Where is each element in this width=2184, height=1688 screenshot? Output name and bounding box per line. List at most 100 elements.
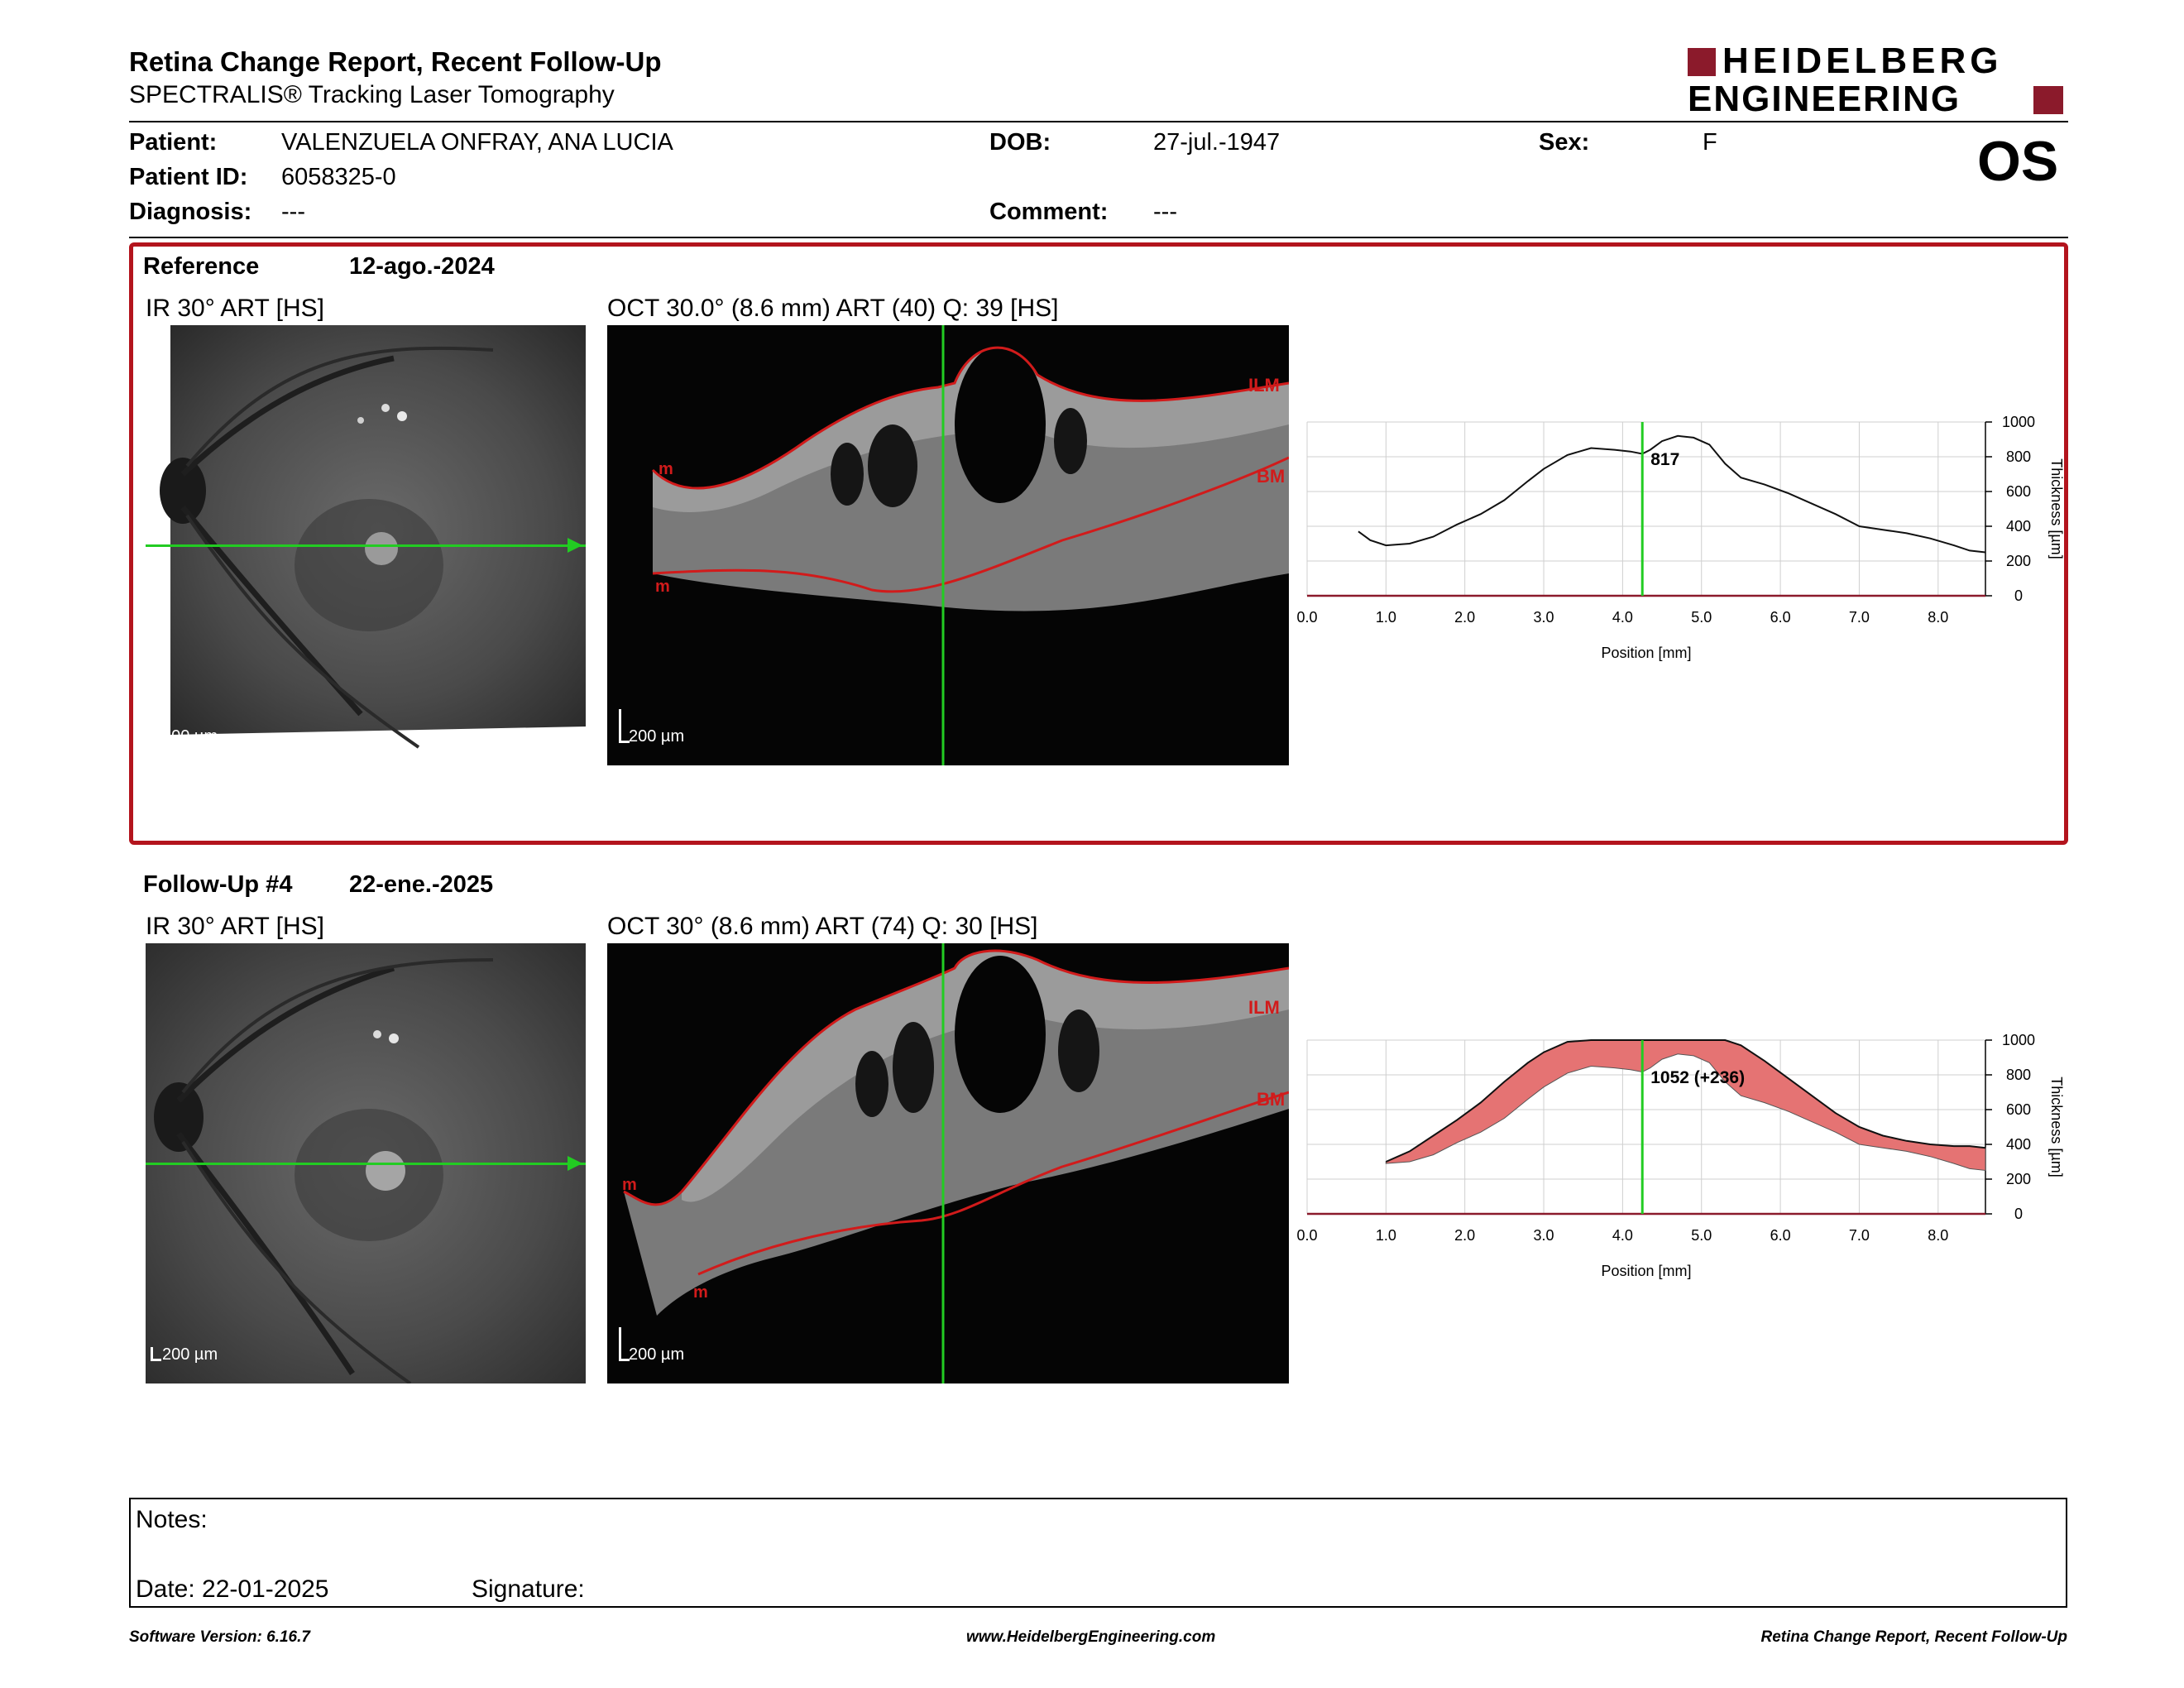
scale-bar-icon	[151, 729, 161, 743]
x-tick-label: 7.0	[1849, 1227, 1870, 1244]
followup-oct-label: OCT 30° (8.6 mm) ART (74) Q: 30 [HS]	[607, 913, 1038, 940]
followup-ir-scan-line	[146, 1163, 586, 1165]
scale-bar-icon	[619, 1327, 630, 1361]
x-tick-label: 8.0	[1928, 1227, 1948, 1244]
reference-ir-scan-line	[146, 544, 586, 547]
comment-value: ---	[1153, 199, 1177, 225]
info-divider	[129, 237, 2068, 238]
thickness-line	[1358, 434, 1986, 554]
reference-label: Reference	[143, 253, 260, 280]
y-tick-label: 800	[2006, 448, 2031, 465]
followup-thickness-chart: 0.0 1.0 2.0 3.0 4.0 5.0 6.0 7.0 8.0 0 200 400 600 800…	[1296, 1032, 2065, 1279]
followup-oct-scale: 200 µm	[629, 1345, 685, 1364]
y-tick-label: 600	[2006, 1101, 2031, 1118]
report-title: Retina Change Report, Recent Follow-Up	[129, 46, 662, 77]
notes-box[interactable]	[129, 1498, 2067, 1608]
reference-oct-image: ILM BM m m 200 µm	[607, 325, 1289, 765]
x-tick-label: 4.0	[1612, 1227, 1633, 1244]
signature-label: Signature:	[472, 1575, 585, 1603]
patient-label: Patient:	[129, 129, 218, 156]
scan-direction-arrow-icon	[568, 1156, 582, 1171]
sex-value: F	[1703, 129, 1717, 156]
logo-line1: HEIDELBERG	[1722, 41, 2003, 81]
scan-direction-arrow-icon	[568, 538, 582, 553]
dob-value: 27-jul.-1947	[1153, 129, 1281, 156]
software-version: Software Version: 6.16.7	[129, 1628, 310, 1646]
reference-date: 12-ago.-2024	[349, 253, 495, 280]
reference-oct-scale: 200 µm	[629, 727, 685, 746]
x-tick-label: 8.0	[1928, 609, 1948, 626]
reference-ir-scale: 200 µm	[162, 727, 218, 746]
report-subtitle: SPECTRALIS® Tracking Laser Tomography	[129, 81, 615, 108]
reference-ir-label: IR 30° ART [HS]	[146, 295, 324, 322]
diagnosis-value: ---	[281, 199, 305, 225]
y-tick-label: 1000	[2002, 1032, 2035, 1048]
x-tick-label: 4.0	[1612, 609, 1633, 626]
x-tick-label: 3.0	[1534, 609, 1554, 626]
followup-ir-scale: 200 µm	[162, 1345, 218, 1364]
x-axis-label: Position [mm]	[1601, 1263, 1691, 1279]
thickness-line	[1385, 1039, 1986, 1163]
patient-name: VALENZUELA ONFRAY, ANA LUCIA	[281, 129, 673, 156]
x-tick-label: 1.0	[1376, 1227, 1396, 1244]
y-tick-label: 800	[2006, 1067, 2031, 1083]
followup-ir-image: 200 µm	[146, 943, 586, 1383]
notes-label: Notes:	[136, 1506, 208, 1533]
followup-oct-image: ILM BM m m 200 µm	[607, 943, 1289, 1383]
y-tick-label: 1000	[2002, 414, 2035, 430]
y-tick-label: 400	[2006, 1136, 2031, 1153]
x-tick-label: 0.0	[1296, 609, 1317, 626]
reference-marker-bottom: m	[655, 578, 670, 596]
y-tick-label: 0	[2014, 587, 2023, 604]
x-tick-label: 1.0	[1376, 609, 1396, 626]
followup-bm-label: BM	[1257, 1089, 1285, 1110]
x-tick-label: 2.0	[1454, 1227, 1475, 1244]
footer-report-name: Retina Change Report, Recent Follow-Up	[1760, 1628, 2067, 1646]
y-tick-label: 0	[2014, 1206, 2023, 1222]
y-axis-label: Thickness [µm]	[2048, 1077, 2065, 1177]
scale-bar-icon	[619, 709, 630, 743]
reference-oct-svg: ILM BM m m	[651, 325, 1289, 765]
reference-bm-label: BM	[1257, 466, 1285, 487]
cursor-value-label: 1052 (+236)	[1650, 1068, 1745, 1087]
eye-laterality: OS	[1977, 130, 2059, 193]
x-tick-label: 6.0	[1770, 609, 1791, 626]
x-tick-label: 2.0	[1454, 609, 1475, 626]
reference-oct-label: OCT 30.0° (8.6 mm) ART (40) Q: 39 [HS]	[607, 295, 1059, 322]
diagnosis-label: Diagnosis:	[129, 199, 252, 225]
heidelberg-logo: HEIDELBERG ENGINEERING	[1688, 41, 2068, 119]
followup-date: 22-ene.-2025	[349, 871, 494, 898]
logo-line2: ENGINEERING	[1688, 79, 1961, 119]
x-tick-label: 5.0	[1691, 1227, 1712, 1244]
reference-ilm-label: ILM	[1248, 375, 1280, 396]
logo-square-top	[1688, 48, 1716, 76]
reference-panel	[129, 242, 2068, 845]
x-tick-label: 6.0	[1770, 1227, 1791, 1244]
y-tick-label: 200	[2006, 1171, 2031, 1187]
x-axis-label: Position [mm]	[1601, 645, 1691, 661]
followup-marker-bottom: m	[693, 1283, 708, 1302]
reference-marker-top: m	[659, 460, 673, 478]
y-tick-label: 200	[2006, 553, 2031, 569]
x-tick-label: 5.0	[1691, 609, 1712, 626]
patient-id-label: Patient ID:	[129, 164, 248, 190]
logo-square-bottom	[2033, 86, 2063, 114]
followup-label: Follow-Up #4	[143, 871, 293, 898]
reference-ir-image: 200 µm	[146, 325, 586, 765]
cursor-value-label: 817	[1650, 450, 1679, 469]
x-tick-label: 3.0	[1534, 1227, 1554, 1244]
website-link[interactable]: www.HeidelbergEngineering.com	[966, 1628, 1216, 1646]
followup-marker-top: m	[622, 1176, 637, 1194]
x-tick-label: 7.0	[1849, 609, 1870, 626]
header-divider	[129, 121, 2068, 122]
followup-ilm-label: ILM	[1248, 997, 1280, 1018]
y-axis-label: Thickness [µm]	[2048, 458, 2065, 559]
y-tick-label: 400	[2006, 518, 2031, 535]
dob-label: DOB:	[989, 129, 1051, 156]
followup-ir-label: IR 30° ART [HS]	[146, 913, 324, 940]
followup-oct-svg: ILM BM m m	[622, 943, 1289, 1383]
comment-label: Comment:	[989, 199, 1109, 225]
x-tick-label: 0.0	[1296, 1227, 1317, 1244]
scale-bar-icon	[151, 1347, 161, 1361]
y-tick-label: 600	[2006, 483, 2031, 500]
